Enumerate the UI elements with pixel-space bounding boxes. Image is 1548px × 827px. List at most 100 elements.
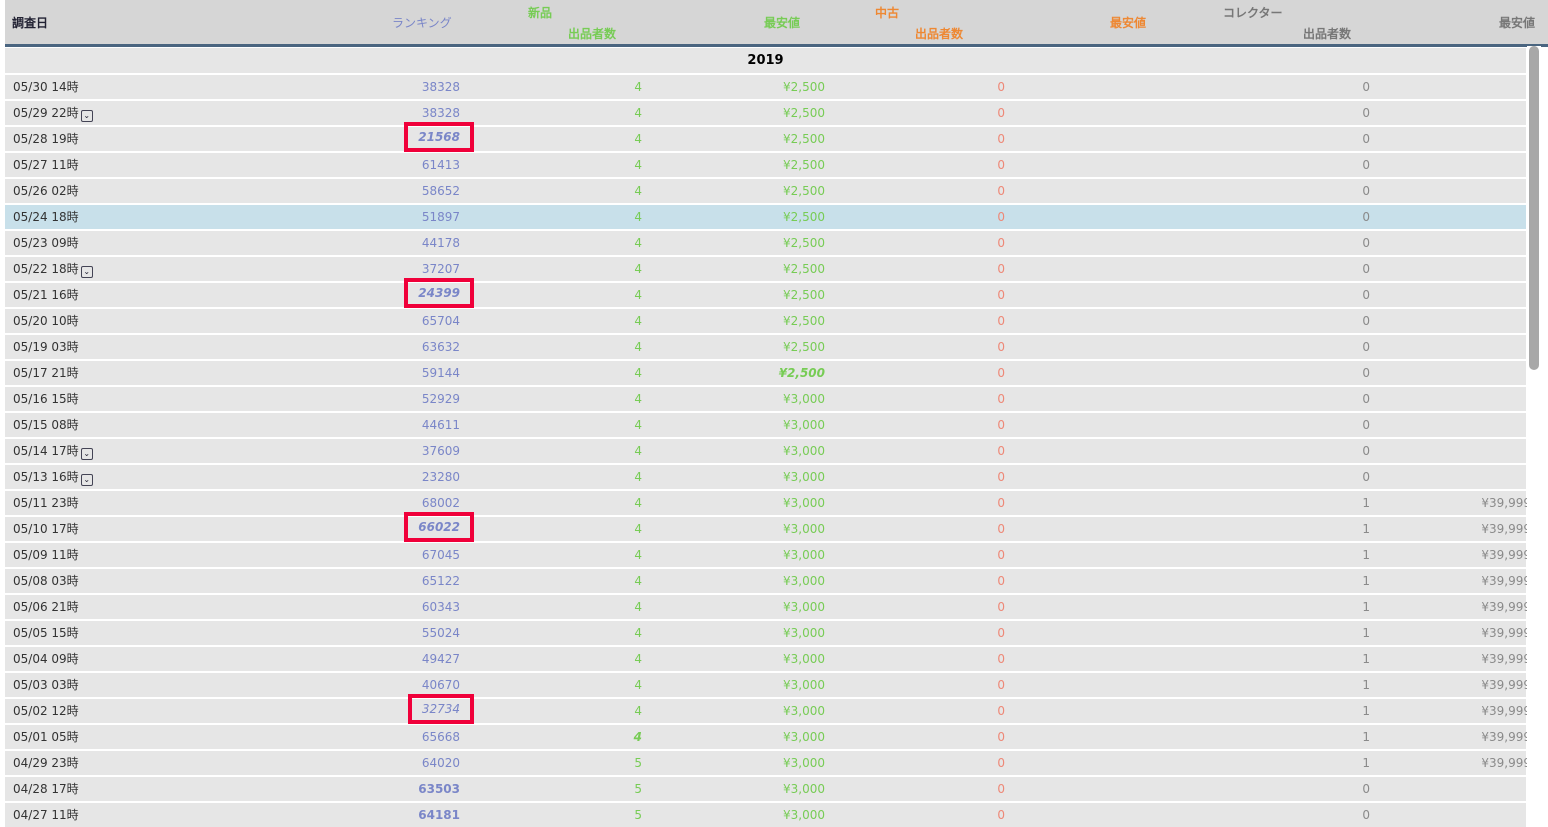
- new-count-cell: 4: [634, 392, 642, 406]
- new-count-cell: 4: [634, 678, 642, 692]
- table-row[interactable]: 04/29 23時 64020 5 ¥3,000 0 1 ¥39,999: [5, 751, 1531, 775]
- ranking-cell: 37609: [421, 444, 460, 458]
- ranking-cell: 38328: [421, 106, 460, 120]
- expand-chevron-icon[interactable]: ⌄: [80, 448, 93, 460]
- date-cell: 05/27 11時: [13, 158, 79, 172]
- ranking-cell: 64181: [418, 808, 460, 822]
- table-row[interactable]: 05/26 02時 58652 4 ¥2,500 0 0: [5, 179, 1526, 203]
- table-row[interactable]: 05/04 09時 49427 4 ¥3,000 0 1 ¥39,999: [5, 647, 1531, 671]
- header-ranking[interactable]: ランキング: [392, 16, 452, 30]
- expand-chevron-icon[interactable]: ⌄: [80, 474, 93, 486]
- ranking-cell: 63632: [421, 340, 460, 354]
- scrollbar-thumb[interactable]: [1529, 46, 1539, 370]
- collector-count-cell: 0: [1362, 158, 1370, 172]
- new-count-cell: 4: [634, 548, 642, 562]
- ranking-cell: 68002: [421, 496, 460, 510]
- new-count-cell: 4: [634, 444, 642, 458]
- collector-count-cell: 0: [1362, 392, 1370, 406]
- table-row[interactable]: 05/09 11時 67045 4 ¥3,000 0 1 ¥39,999: [5, 543, 1531, 567]
- new-price-cell: ¥3,000: [783, 704, 825, 718]
- ranking-cell: 32734: [407, 694, 475, 724]
- header-used-count[interactable]: 出品者数: [915, 27, 964, 41]
- table-row[interactable]: 05/05 15時 55024 4 ¥3,000 0 1 ¥39,999: [5, 621, 1531, 645]
- table-row[interactable]: 05/08 03時 65122 4 ¥3,000 0 1 ¥39,999: [5, 569, 1531, 593]
- collector-price-cell: ¥39,999: [1481, 496, 1531, 510]
- table-row[interactable]: 05/20 10時 65704 4 ¥2,500 0 0: [5, 309, 1526, 333]
- collector-price-cell: ¥39,999: [1481, 678, 1531, 692]
- header-new-group: 新品: [528, 6, 553, 20]
- collector-price-cell: ¥39,999: [1481, 522, 1531, 536]
- expand-chevron-icon[interactable]: ⌄: [80, 266, 93, 278]
- collector-count-cell: 1: [1362, 600, 1370, 614]
- table-row[interactable]: 05/14 17時 ⌄ 37609 4 ¥3,000 0 0: [5, 439, 1526, 463]
- collector-count-cell: 0: [1362, 236, 1370, 250]
- header-collector-count[interactable]: 出品者数: [1303, 27, 1352, 41]
- collector-count-cell: 0: [1362, 418, 1370, 432]
- table-row[interactable]: 05/11 23時 68002 4 ¥3,000 0 1 ¥39,999: [5, 491, 1531, 515]
- collector-count-cell: 1: [1362, 548, 1370, 562]
- table-row[interactable]: 05/27 11時 61413 4 ¥2,500 0 0: [5, 153, 1526, 177]
- new-price-cell: ¥2,500: [783, 236, 825, 250]
- vertical-scrollbar[interactable]: [1527, 46, 1541, 811]
- new-count-cell: 4: [634, 626, 642, 640]
- table-row[interactable]: 05/13 16時 ⌄ 23280 4 ¥3,000 0 0: [5, 465, 1526, 489]
- collector-price-cell: ¥39,999: [1481, 574, 1531, 588]
- ranking-cell: 61413: [421, 158, 460, 172]
- new-count-cell: 4: [634, 340, 642, 354]
- new-count-cell: 4: [634, 366, 642, 380]
- expand-chevron-icon[interactable]: ⌄: [80, 110, 93, 122]
- collector-count-cell: 0: [1362, 106, 1370, 120]
- header-date[interactable]: 調査日: [12, 16, 49, 30]
- table-row[interactable]: 05/22 18時 ⌄ 37207 4 ¥2,500 0 0: [5, 257, 1526, 281]
- table-row[interactable]: 05/03 03時 40670 4 ¥3,000 0 1 ¥39,999: [5, 673, 1531, 697]
- table-row[interactable]: 04/28 17時 63503 5 ¥3,000 0 0: [5, 777, 1526, 801]
- date-cell: 05/29 22時 ⌄: [13, 101, 93, 125]
- table-row[interactable]: 05/19 03時 63632 4 ¥2,500 0 0: [5, 335, 1526, 359]
- ranking-cell: 37207: [421, 262, 460, 276]
- used-count-cell: 0: [997, 704, 1005, 718]
- header-new-count[interactable]: 出品者数: [568, 27, 617, 41]
- new-count-cell: 4: [634, 158, 642, 172]
- table-row[interactable]: 05/30 14時 38328 4 ¥2,500 0 0: [5, 75, 1526, 99]
- table-row[interactable]: 05/16 15時 52929 4 ¥3,000 0 0: [5, 387, 1526, 411]
- new-price-cell: ¥3,000: [783, 470, 825, 484]
- date-cell: 05/11 23時: [13, 496, 79, 510]
- header-collector-price[interactable]: 最安値: [1499, 16, 1536, 30]
- table-row[interactable]: 05/28 19時 21568 4 ¥2,500 0 0: [5, 122, 1526, 152]
- new-price-cell: ¥3,000: [783, 626, 825, 640]
- new-price-cell: ¥3,000: [783, 652, 825, 666]
- table-row[interactable]: 05/21 16時 24399 4 ¥2,500 0 0: [5, 278, 1526, 308]
- used-count-cell: 0: [997, 808, 1005, 822]
- new-price-cell: ¥2,500: [783, 340, 825, 354]
- used-count-cell: 0: [997, 600, 1005, 614]
- table-row[interactable]: 04/27 11時 64181 5 ¥3,000 0 0: [5, 803, 1526, 827]
- collector-count-cell: 1: [1362, 496, 1370, 510]
- used-count-cell: 0: [997, 210, 1005, 224]
- table-row[interactable]: 05/06 21時 60343 4 ¥3,000 0 1 ¥39,999: [5, 595, 1531, 619]
- header-used-price[interactable]: 最安値: [1110, 16, 1147, 30]
- new-price-cell: ¥2,500: [783, 288, 825, 302]
- new-price-cell: ¥3,000: [783, 496, 825, 510]
- new-count-cell: 4: [634, 132, 642, 146]
- table-row[interactable]: 05/10 17時 66022 4 ¥3,000 0 1 ¥39,999: [5, 512, 1531, 542]
- table-row[interactable]: 05/24 18時 51897 4 ¥2,500 0 0: [5, 205, 1526, 229]
- table-row[interactable]: 05/15 08時 44611 4 ¥3,000 0 0: [5, 413, 1526, 437]
- table-row[interactable]: 05/02 12時 32734 4 ¥3,000 0 1 ¥39,999: [5, 694, 1531, 724]
- used-count-cell: 0: [997, 730, 1005, 744]
- table-row[interactable]: 05/01 05時 65668 4 ¥3,000 0 1 ¥39,999: [5, 725, 1531, 749]
- table-row[interactable]: 05/23 09時 44178 4 ¥2,500 0 0: [5, 231, 1526, 255]
- collector-count-cell: 1: [1362, 756, 1370, 770]
- new-price-cell: ¥2,500: [783, 210, 825, 224]
- ranking-cell: 23280: [421, 470, 460, 484]
- header-used-group: 中古: [875, 6, 900, 20]
- table-header: 調査日 ランキング 新品 出品者数 最安値 中古 出品者数 最安値 コレクター …: [5, 0, 1548, 47]
- header-new-price[interactable]: 最安値: [764, 16, 801, 30]
- table-row[interactable]: 05/29 22時 ⌄ 38328 4 ¥2,500 0 0: [5, 101, 1526, 125]
- new-price-cell: ¥3,000: [783, 548, 825, 562]
- table-row[interactable]: 05/17 21時 59144 4 ¥2,500 0 0: [5, 361, 1526, 385]
- ranking-cell: 66022: [404, 512, 474, 542]
- ranking-cell: 65704: [421, 314, 460, 328]
- collector-count-cell: 0: [1362, 808, 1370, 822]
- collector-count-cell: 0: [1362, 184, 1370, 198]
- used-count-cell: 0: [997, 418, 1005, 432]
